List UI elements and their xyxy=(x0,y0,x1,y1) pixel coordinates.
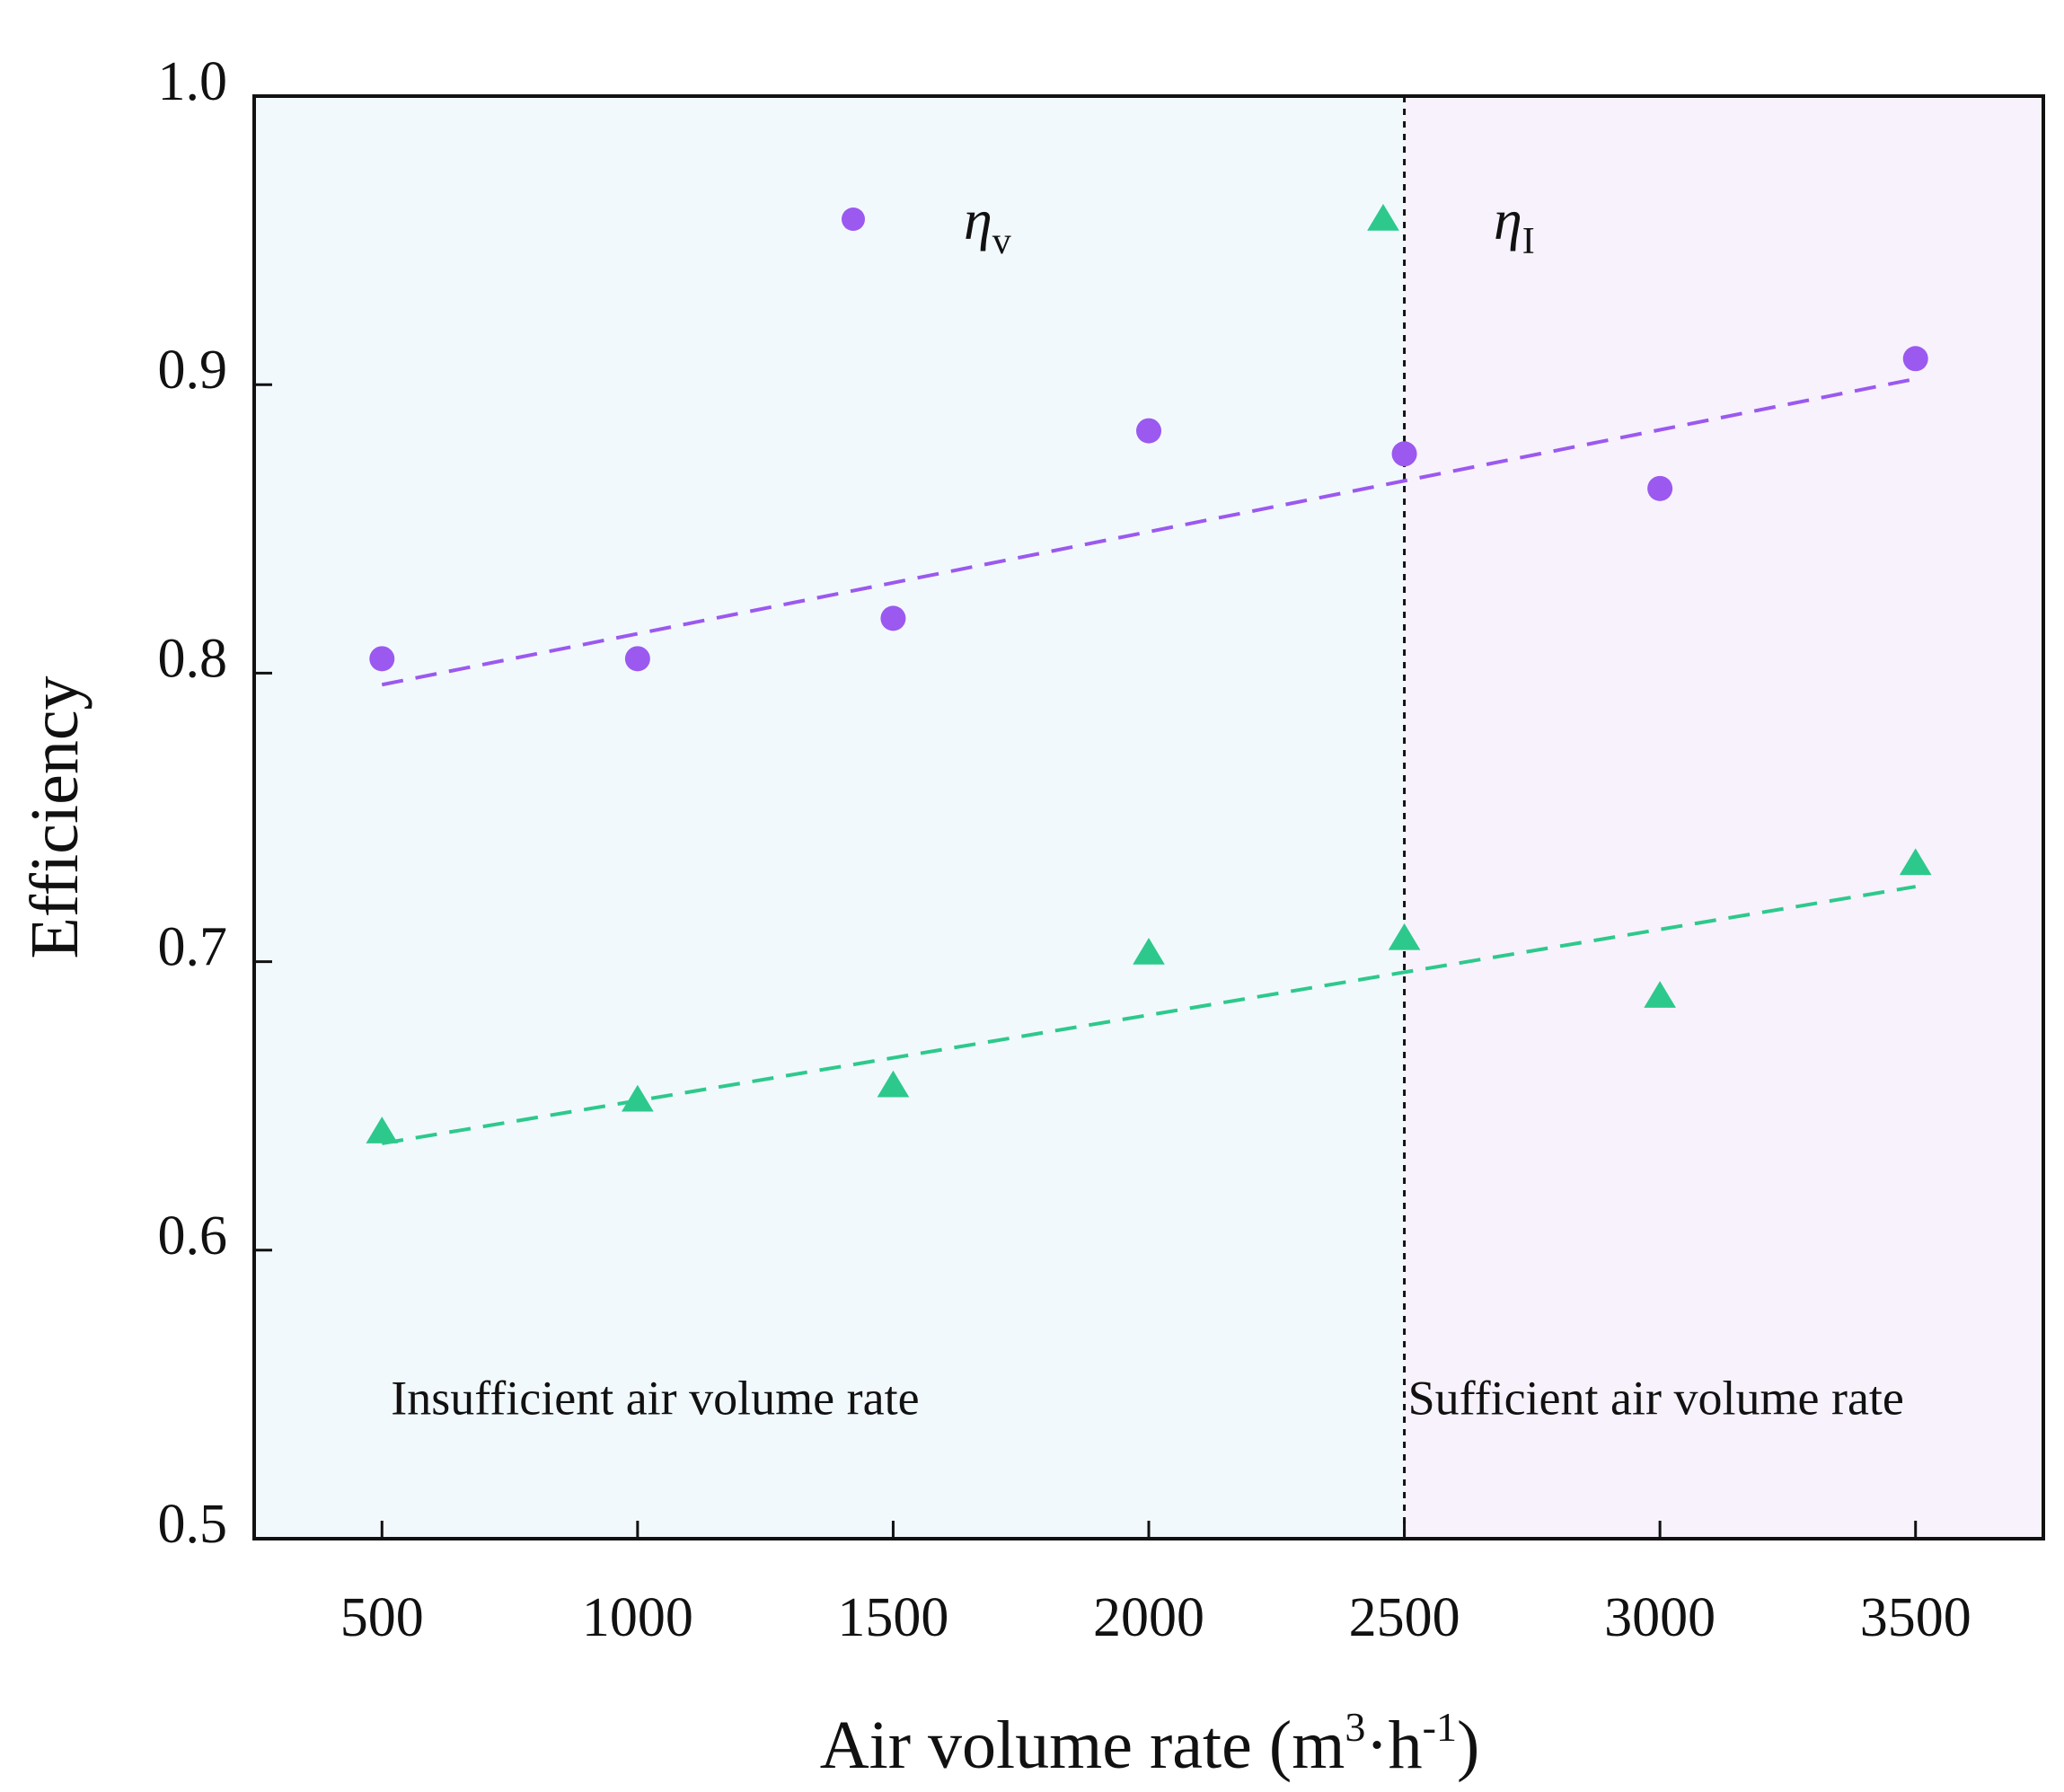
eta-i-point xyxy=(1133,937,1165,965)
x-axis-title-main: Air volume rate (m xyxy=(820,1708,1345,1783)
x-tick-label: 3500 xyxy=(1860,1587,1971,1648)
y-tick-label: 0.7 xyxy=(158,917,228,978)
x-tick-label: 500 xyxy=(340,1587,424,1648)
y-tick-label: 1.0 xyxy=(158,51,228,112)
data-points xyxy=(366,346,1932,1143)
legend-label-eta-i: ηI xyxy=(1494,188,1535,262)
legend: ηv ηI xyxy=(842,188,1535,262)
legend-marker-eta-i xyxy=(1367,204,1399,231)
eta-i-point xyxy=(1388,922,1421,950)
eta-i-point xyxy=(1899,848,1932,876)
legend-eta-v-subscript: v xyxy=(992,221,1011,262)
trend-line-eta-v xyxy=(381,376,1917,687)
eta-v-point xyxy=(1647,475,1673,501)
x-axis-title-mid: ·h xyxy=(1365,1708,1422,1783)
y-tick-label: 0.9 xyxy=(158,340,228,401)
eta-v-point xyxy=(1902,346,1928,372)
legend-eta-i-symbol: η xyxy=(1494,188,1522,252)
eta-v-point xyxy=(369,646,395,672)
eta-i-point xyxy=(366,1117,399,1143)
x-axis-ticks: 500 1000 1500 2000 2500 3000 3500 xyxy=(340,1521,1971,1648)
eta-v-point xyxy=(624,646,650,672)
legend-label-eta-v: ηv xyxy=(964,188,1011,262)
y-tick-label: 0.8 xyxy=(158,628,228,689)
x-tick-label: 3000 xyxy=(1604,1587,1716,1648)
sufficient-region-label: Sufficient air volume rate xyxy=(1408,1371,1904,1425)
insufficient-region-label: Insufficient air volume rate xyxy=(391,1371,919,1425)
x-tick-label: 2500 xyxy=(1349,1587,1460,1648)
y-tick-label: 0.5 xyxy=(158,1494,228,1555)
legend-eta-v-symbol: η xyxy=(964,188,992,252)
x-axis-title-sup-1: 3 xyxy=(1345,1704,1365,1750)
insufficient-region-background xyxy=(254,96,1405,1539)
legend-eta-i-subscript: I xyxy=(1522,221,1535,262)
sufficient-region-background xyxy=(1404,96,2043,1539)
eta-i-point xyxy=(622,1084,654,1112)
y-axis-ticks: 0.5 0.6 0.7 0.8 0.9 1.0 xyxy=(158,51,272,1555)
y-axis-title: Efficiency xyxy=(17,675,93,958)
eta-i-point xyxy=(877,1070,910,1098)
x-axis-title-end: ) xyxy=(1457,1708,1479,1783)
eta-i-point xyxy=(1644,981,1676,1008)
eta-v-point xyxy=(1136,418,1161,444)
x-axis-title: Air volume rate (m3·h-1) xyxy=(820,1704,1480,1783)
y-tick-label: 0.6 xyxy=(158,1205,228,1267)
x-axis-title-sup-2: -1 xyxy=(1423,1704,1457,1750)
eta-v-point xyxy=(1391,441,1417,467)
eta-v-point xyxy=(880,605,906,631)
x-tick-label: 1500 xyxy=(837,1587,948,1648)
x-tick-label: 1000 xyxy=(582,1587,693,1648)
legend-marker-eta-v xyxy=(842,207,865,231)
x-tick-label: 2000 xyxy=(1093,1587,1204,1648)
